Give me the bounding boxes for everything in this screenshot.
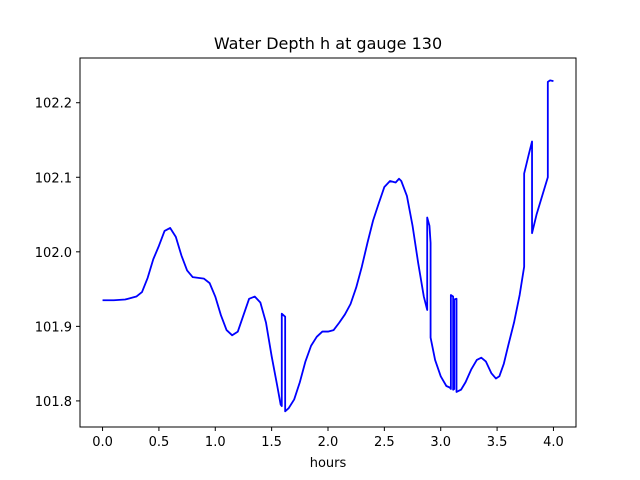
x-tick-label: 2.5 bbox=[374, 435, 395, 450]
y-tick-label: 101.8 bbox=[35, 395, 72, 410]
x-axis: 0.0 0.5 1.0 1.5 2.0 2.5 3.0 3.5 4.0 bbox=[92, 427, 564, 450]
chart-title: Water Depth h at gauge 130 bbox=[214, 34, 442, 53]
x-tick-label: 0.0 bbox=[92, 435, 113, 450]
y-tick-label: 101.9 bbox=[35, 320, 72, 335]
plot-frame bbox=[79, 57, 577, 428]
series-layer bbox=[102, 79, 554, 413]
y-axis: 101.8 101.9 102.0 102.1 102.2 bbox=[35, 97, 80, 410]
x-tick-label: 1.0 bbox=[205, 435, 226, 450]
y-tick-label: 102.2 bbox=[35, 97, 72, 112]
y-tick-label: 102.0 bbox=[35, 246, 72, 261]
x-tick-label: 2.0 bbox=[318, 435, 339, 450]
plot-area bbox=[79, 57, 577, 428]
x-tick-label: 3.0 bbox=[430, 435, 451, 450]
x-tick-label: 1.5 bbox=[261, 435, 282, 450]
x-tick-label: 3.5 bbox=[487, 435, 508, 450]
x-axis-title: hours bbox=[310, 456, 347, 471]
series-line bbox=[102, 79, 554, 413]
y-tick-label: 102.1 bbox=[35, 171, 72, 186]
x-tick-label: 0.5 bbox=[149, 435, 170, 450]
x-tick-label: 4.0 bbox=[543, 435, 564, 450]
